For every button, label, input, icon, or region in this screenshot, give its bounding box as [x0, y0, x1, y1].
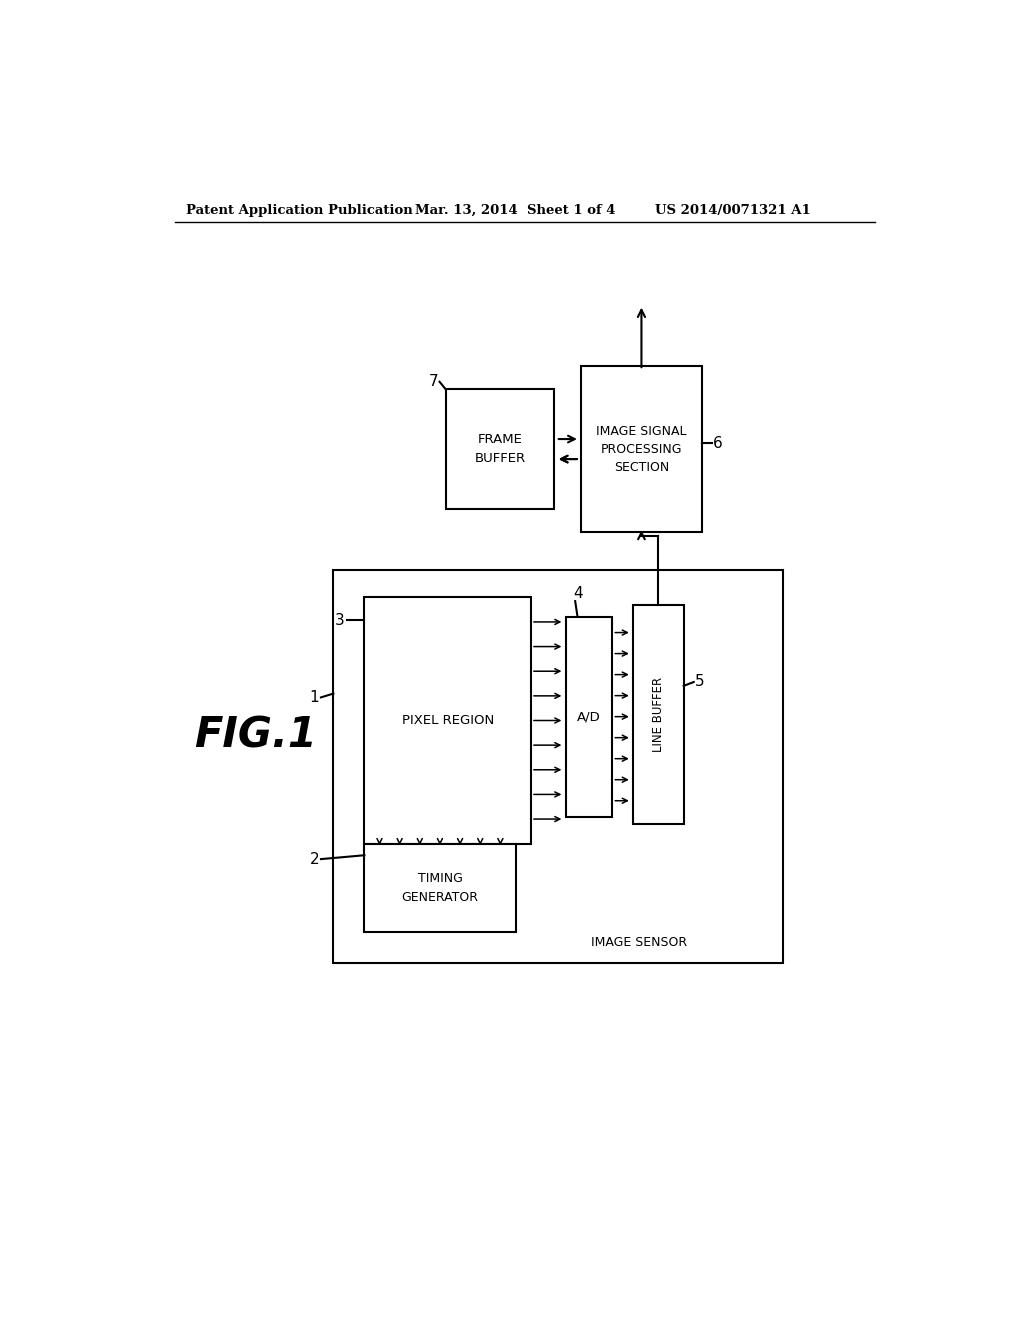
- Bar: [365, 843, 515, 932]
- Text: US 2014/0071321 A1: US 2014/0071321 A1: [655, 205, 811, 218]
- Text: 7: 7: [428, 374, 438, 389]
- Text: 6: 6: [713, 436, 723, 451]
- Text: 2: 2: [310, 851, 319, 867]
- Text: 3: 3: [335, 612, 345, 628]
- Bar: [334, 570, 783, 964]
- Text: Patent Application Publication: Patent Application Publication: [186, 205, 413, 218]
- Text: PIXEL REGION: PIXEL REGION: [401, 714, 494, 727]
- Text: A/D: A/D: [578, 710, 601, 723]
- Bar: [633, 605, 684, 825]
- Text: LINE BUFFER: LINE BUFFER: [652, 677, 665, 752]
- Text: 5: 5: [695, 675, 705, 689]
- Bar: [582, 367, 701, 532]
- Bar: [445, 389, 554, 508]
- Bar: [566, 616, 612, 817]
- Text: 1: 1: [310, 690, 319, 705]
- Text: TIMING
GENERATOR: TIMING GENERATOR: [401, 873, 478, 904]
- Text: 4: 4: [573, 586, 584, 601]
- Text: Mar. 13, 2014  Sheet 1 of 4: Mar. 13, 2014 Sheet 1 of 4: [415, 205, 615, 218]
- Text: IMAGE SENSOR: IMAGE SENSOR: [591, 936, 687, 949]
- Text: FRAME
BUFFER: FRAME BUFFER: [474, 433, 525, 465]
- Text: IMAGE SIGNAL
PROCESSING
SECTION: IMAGE SIGNAL PROCESSING SECTION: [596, 425, 687, 474]
- Bar: [365, 597, 531, 843]
- Text: FIG.1: FIG.1: [195, 715, 317, 756]
